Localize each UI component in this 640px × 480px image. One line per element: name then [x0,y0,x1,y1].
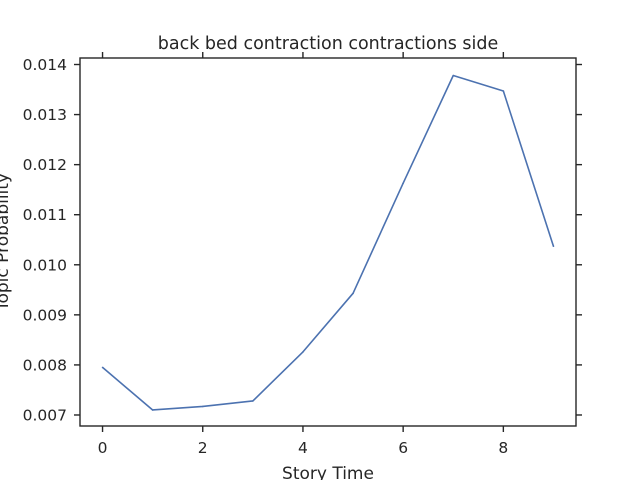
data-point [302,351,304,353]
x-axis: 0 2 4 6 8 [98,52,508,457]
x-axis-label: Story Time [282,464,374,480]
data-point [452,74,455,77]
x-tick-label: 6 [398,439,408,457]
y-tick-label: 0.011 [23,206,67,224]
y-tick-label: 0.009 [23,306,67,324]
x-tick-label: 8 [498,439,508,457]
x-tick-label: 2 [198,439,208,457]
y-tick-label: 0.013 [23,106,67,124]
chart-title: back bed contraction contractions side [158,34,498,54]
data-point [352,292,354,295]
data-point [101,366,104,369]
plot-area: 0 2 4 6 8 0.007 0.008 0.009 0.010 0.011 0.012 0.01… [23,52,582,457]
series-line [102,74,555,411]
axes-frame [79,57,577,427]
data-point [201,405,204,408]
y-tick-label: 0.007 [23,406,67,424]
y-tick-label: 0.008 [23,356,67,374]
x-tick-label: 0 [98,439,108,457]
y-tick-label: 0.010 [23,256,67,274]
data-point [402,182,404,184]
data-point [552,245,555,248]
y-tick-label: 0.012 [23,156,67,174]
x-tick-label: 4 [298,439,308,457]
data-point [502,90,505,92]
y-axis: 0.007 0.008 0.009 0.010 0.011 0.012 0.013 0.014 [23,56,582,424]
data-point [252,400,254,402]
y-axis-label: Topic Probability [0,173,13,312]
data-point [151,409,154,411]
y-tick-label: 0.014 [23,56,67,74]
series-layer [101,74,555,411]
